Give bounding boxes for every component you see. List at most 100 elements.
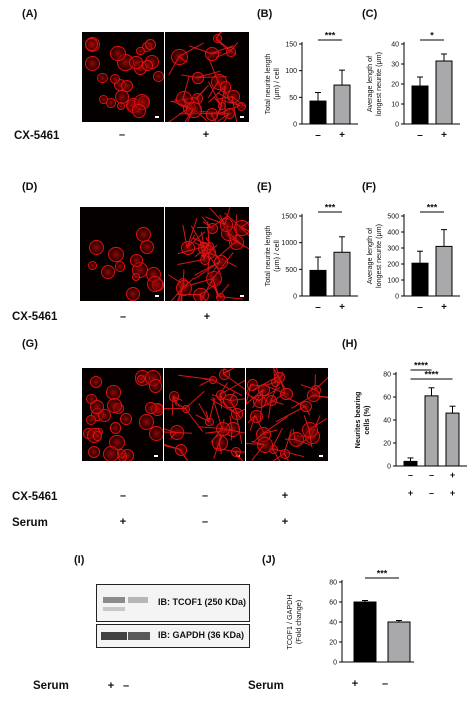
neurite: [285, 438, 296, 440]
bar-c-1: [435, 60, 453, 125]
neurite: [176, 431, 192, 434]
chart-e-total-neurite-length: 0 500 1000 1500 Total neurite length (μm) / c…: [263, 203, 358, 313]
bar-f-1: [435, 245, 453, 297]
cell-body: [204, 47, 219, 62]
y-tick-label-c-2: 20: [391, 82, 399, 89]
chart-f-longest-neurite: 0 100 200 300 400 500 Average length of longest…: [365, 203, 460, 313]
chart-b-total-neurite-length: 0 50 100 150 Total neurite length (μm) / cell…: [263, 31, 358, 141]
cell-body: [116, 101, 126, 111]
cell-body: [84, 38, 98, 52]
sig-label-f-0: ***: [427, 203, 438, 213]
y-axis-label-e-1: (μm) / cell: [272, 240, 281, 272]
sig-label-c-0: *: [430, 31, 434, 41]
cell-body: [132, 272, 141, 281]
y-tick-label-e-3: 1500: [281, 214, 297, 221]
y-tick-label-b-0: 0: [293, 122, 297, 129]
chart-c-longest-neurite: 0 10 20 30 40 Average length of longest neurit…: [365, 31, 460, 141]
row-label-serum-3: Serum: [12, 517, 48, 529]
y-tick-label-b-2: 100: [285, 68, 297, 75]
y-axis-label-c-0: Average length of: [365, 56, 374, 112]
y-axis-label-f-1: longest neurite (μm): [374, 224, 383, 288]
y-tick-label-f-2: 200: [387, 262, 399, 269]
sign-j-2: –: [381, 678, 389, 690]
cell-body: [136, 46, 145, 56]
bar-j-1: [387, 621, 411, 663]
bar-e-1: [333, 251, 351, 297]
panel-label-j: (J): [262, 554, 276, 566]
cell-body: [116, 449, 126, 459]
cell-body: [142, 59, 154, 71]
y-tick-label-h-2: 40: [383, 418, 391, 425]
sign-d-2: +: [203, 311, 211, 323]
cell-body: [89, 239, 105, 256]
sig-label-h-1: ****: [424, 370, 439, 380]
y-tick-label-e-0: 0: [293, 294, 297, 301]
blot-tcof1: [96, 584, 250, 622]
sign-g-cx-3: +: [281, 490, 289, 502]
y-tick-label-f-4: 400: [387, 230, 399, 237]
panel-label-a: (A): [22, 8, 38, 20]
y-tick-label-j-2: 40: [329, 620, 337, 627]
cell-body: [120, 412, 133, 425]
y-axis-label-b-0: Total neurite length: [263, 54, 272, 115]
sign-g-serum-3: +: [281, 516, 289, 528]
y-axis-label-e-0: Total neurite length: [263, 226, 272, 287]
cell-body: [92, 431, 103, 442]
y-tick-label-c-3: 30: [391, 62, 399, 69]
cell-body: [139, 240, 154, 255]
cell-body: [192, 72, 204, 84]
y-tick-label-c-1: 10: [391, 102, 399, 109]
cell-body: [145, 402, 158, 414]
y-tick-label-h-0: 0: [387, 464, 391, 471]
chart-j-tcof1-gapdh: 0 20 40 60 80 TCOF1 / GAPDH (Fold change) ***: [285, 569, 414, 667]
sign-a-2: +: [202, 129, 210, 141]
micrograph-g-no-serum: [164, 368, 245, 461]
cell-body: [139, 414, 155, 430]
panel-label-d: (D): [22, 181, 38, 193]
y-axis-label-j-1: (Fold change): [294, 600, 303, 644]
cell-body: [135, 226, 152, 243]
sign-i-2: –: [122, 680, 130, 692]
y-axis-label-h-1: cells (%): [362, 405, 371, 435]
x-category-e-1: +: [339, 302, 345, 313]
cell-body: [130, 253, 144, 267]
x-category-b-1: +: [339, 130, 345, 141]
y-tick-label-b-1: 50: [289, 95, 297, 102]
micrograph-d-cx5461: [165, 207, 249, 301]
x-cx-sign-h-0: –: [408, 470, 413, 480]
x-category-f-0: –: [417, 302, 423, 313]
cell-body: [106, 398, 123, 414]
panel-label-e: (E): [257, 181, 272, 193]
panel-label-g: (G): [22, 338, 38, 350]
cell-body: [100, 264, 115, 280]
bar-b-1: [333, 84, 351, 125]
cell-body: [84, 56, 100, 72]
micrograph-g-serum-cx5461: [246, 368, 328, 461]
y-axis-label-j-0: TCOF1 / GAPDH: [285, 594, 294, 649]
cell-body: [132, 104, 147, 119]
cell-body: [90, 375, 103, 389]
cell-body: [106, 97, 117, 108]
row-label-cx5461-1: CX-5461: [14, 130, 60, 142]
sig-label-h-0: ****: [414, 361, 429, 371]
neurite: [184, 390, 205, 409]
cell-body: [107, 246, 124, 263]
sign-i-1: +: [107, 680, 115, 692]
panel-label-b: (B): [257, 8, 273, 20]
row-label-serum-blot: Serum: [33, 680, 69, 692]
cell-body: [87, 260, 98, 271]
cell-body: [109, 73, 120, 84]
cell-body: [90, 399, 105, 414]
y-tick-label-b-3: 150: [285, 42, 297, 49]
sign-g-serum-1: +: [119, 516, 127, 528]
cell-body: [136, 375, 145, 384]
cell-body: [125, 287, 140, 301]
bar-h-2: [445, 412, 460, 467]
bar-h-1: [424, 395, 439, 467]
y-tick-label-h-3: 60: [383, 395, 391, 402]
cell-body: [114, 261, 126, 272]
x-category-b-0: –: [315, 130, 321, 141]
cell-body: [153, 71, 164, 83]
panel-label-h: (H): [342, 338, 358, 350]
y-axis-label-f-0: Average length of: [365, 228, 374, 284]
